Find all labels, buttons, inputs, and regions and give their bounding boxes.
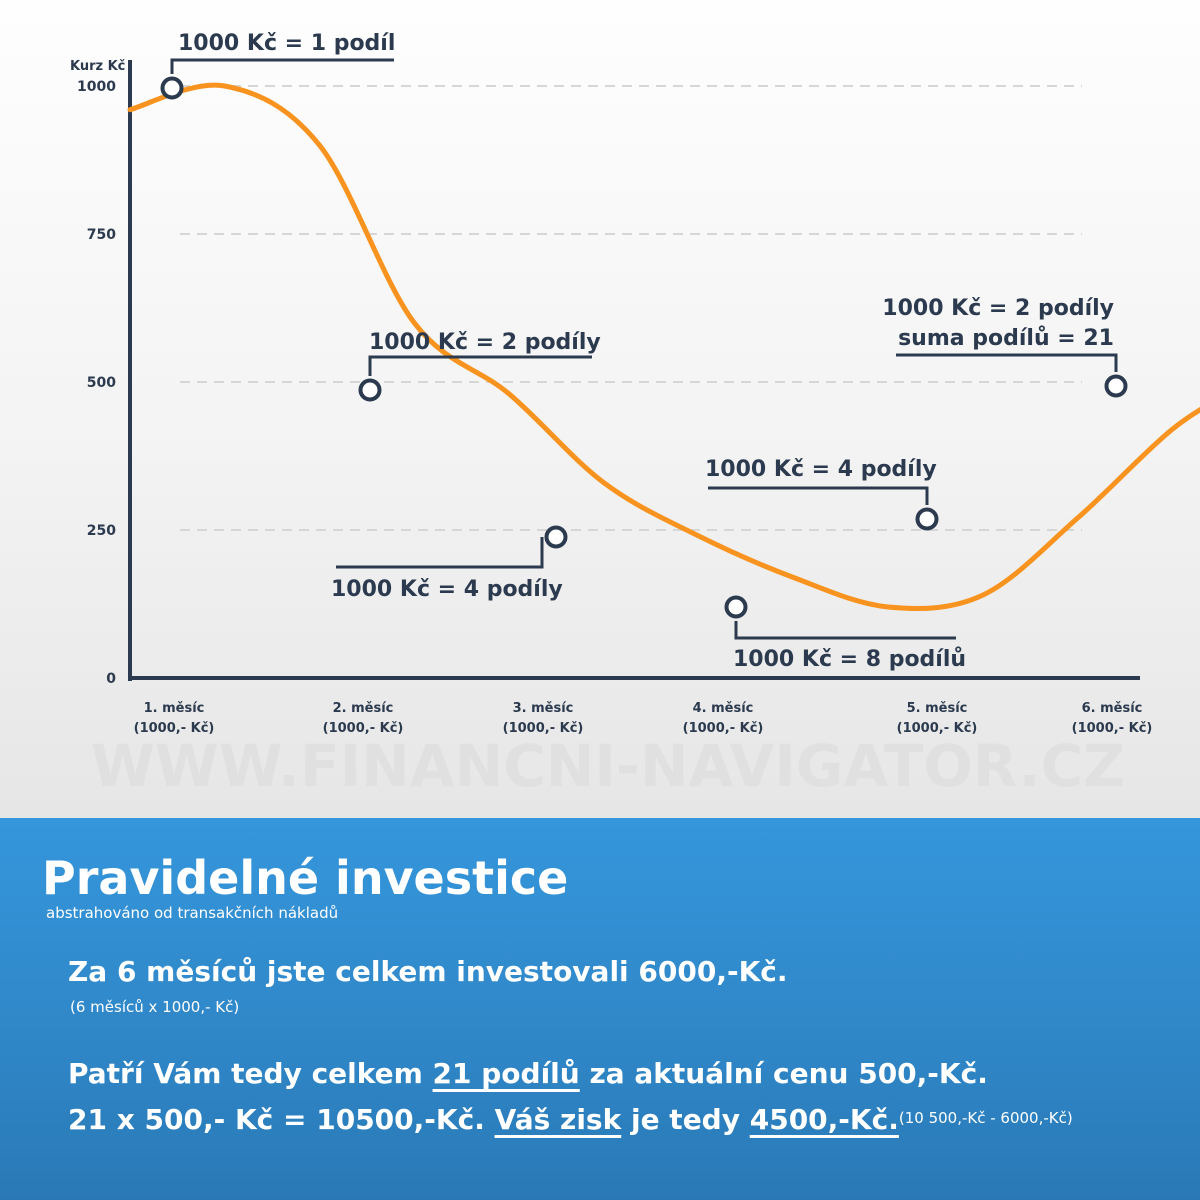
data-point-marker [724, 595, 748, 619]
x-tick-label: 1. měsíc [144, 701, 205, 716]
y-tick-label: 750 [87, 227, 116, 243]
series [127, 82, 1200, 612]
data-label: suma podílů = 21 [898, 326, 1114, 351]
profit-value: 4500,-Kč. [749, 1103, 899, 1136]
shares-line: Patří Vám tedy celkem 21 podílů za aktuá… [68, 1054, 988, 1094]
x-tick-sublabel: (1000,- Kč) [897, 721, 978, 736]
y-tick-label: 250 [87, 523, 116, 539]
x-tick-sublabel: (1000,- Kč) [1072, 721, 1153, 736]
line-chart: 0 250 500 750 1000 Kurz Kč 1. měsíc (1000,- Kč)… [70, 31, 1200, 800]
data-label: 1000 Kč = 1 podíl [178, 31, 395, 56]
x-tick-sublabel: (1000,- Kč) [503, 721, 584, 736]
annotations: 1000 Kč = 1 podíl 1000 Kč = 2 podíly 1000 … [160, 31, 1128, 672]
total-invested-line: Za 6 měsíců jste celkem investovali 6000… [68, 955, 788, 988]
data-label: 1000 Kč = 4 podíly [331, 577, 563, 602]
shares-line-start: Patří Vám tedy celkem [68, 1057, 433, 1090]
y-tick-label: 1000 [77, 79, 116, 95]
info-subtitle: abstrahováno od transakčních nákladů [46, 904, 339, 922]
profit-calc: 21 x 500,- Kč = 10500,-Kč. [68, 1103, 495, 1136]
price-line [127, 82, 1200, 612]
x-tick-sublabel: (1000,- Kč) [683, 721, 764, 736]
data-label: 1000 Kč = 4 podíly [705, 457, 937, 482]
callout-line [368, 355, 592, 376]
profit-line: 21 x 500,- Kč = 10500,-Kč. Váš zisk je t… [68, 1098, 1073, 1140]
grid [180, 85, 1082, 531]
y-axis-title: Kurz Kč [70, 59, 125, 74]
profit-label: Váš zisk [494, 1103, 622, 1136]
x-tick-label: 2. měsíc [333, 701, 394, 716]
data-point-marker [1104, 374, 1128, 398]
total-invested-note: (6 měsíců x 1000,- Kč) [70, 998, 240, 1016]
profit-mid: je tedy [621, 1103, 750, 1136]
x-tick-sublabel: (1000,- Kč) [134, 721, 215, 736]
info-panel: Pravidelné investice abstrahováno od tra… [0, 818, 1200, 1200]
x-tick-label: 5. měsíc [907, 701, 968, 716]
callout-line [896, 353, 1118, 372]
data-point-marker [915, 507, 939, 531]
axes [128, 60, 1140, 681]
shares-line-end: za aktuální cenu 500,-Kč. [579, 1057, 988, 1090]
x-tick-sublabel: (1000,- Kč) [323, 721, 404, 736]
data-label: 1000 Kč = 2 podíly [882, 296, 1114, 321]
profit-note: (10 500,-Kč - 6000,-Kč) [898, 1109, 1073, 1127]
data-point-marker [358, 378, 382, 402]
x-tick-label: 6. měsíc [1082, 701, 1143, 716]
callout-line [734, 621, 956, 640]
data-label: 1000 Kč = 2 podíly [369, 330, 601, 355]
data-label: 1000 Kč = 8 podílů [733, 647, 966, 672]
callout-line [708, 486, 929, 505]
x-tick-label: 3. měsíc [513, 701, 574, 716]
callout-line [170, 58, 394, 74]
shares-count: 21 podílů [432, 1057, 580, 1090]
callout-line [336, 537, 544, 569]
info-title: Pravidelné investice [42, 851, 569, 905]
tick-labels: 0 250 500 750 1000 Kurz Kč 1. měsíc (1000,- Kč)… [70, 59, 1152, 736]
chart-area: 0 250 500 750 1000 Kurz Kč 1. měsíc (1000,- Kč)… [0, 0, 1200, 818]
data-point-marker [160, 76, 184, 100]
y-tick-label: 0 [106, 671, 116, 687]
data-point-marker [544, 525, 568, 549]
watermark: WWW.FINANCNI-NAVIGATOR.CZ [91, 732, 1125, 800]
y-tick-label: 500 [87, 375, 116, 391]
x-tick-label: 4. měsíc [693, 701, 754, 716]
